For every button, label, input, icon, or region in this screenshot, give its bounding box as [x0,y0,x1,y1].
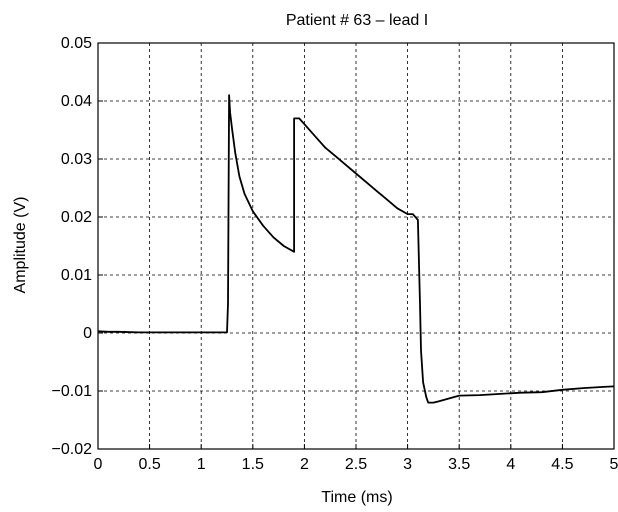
y-tick-label: 0.05 [61,35,92,52]
plot-area [97,94,615,404]
x-tick-label: 1 [197,456,206,473]
x-tick-label: 0 [94,456,103,473]
x-tick-label: 3 [403,456,412,473]
x-tick-label: 3.5 [448,456,470,473]
y-axis-label: Amplitude (V) [12,197,29,294]
x-tick-label: 2 [300,456,309,473]
chart-title: Patient # 63 – lead I [286,12,428,29]
x-tick-label: 4 [506,456,515,473]
y-tick-label: −0.01 [52,383,93,400]
series-line [97,94,615,404]
y-tick-label: −0.02 [52,441,93,458]
x-tick-label: 2.5 [345,456,367,473]
y-tick-label: 0.01 [61,267,92,284]
x-tick-label: 0.5 [138,456,160,473]
x-axis: 0 0.5 1 1.5 2 2.5 3 3.5 4 4.5 5 [94,444,618,473]
x-axis-label: Time (ms) [321,489,392,506]
y-tick-label: 0.02 [61,209,92,226]
y-axis: −0.02 −0.01 0 0.01 0.02 0.03 0.04 0.05 [52,35,103,458]
grid [97,42,615,450]
y-tick-label: 0 [83,325,92,342]
y-tick-label: 0.03 [61,151,92,168]
x-tick-label: 5 [610,456,618,473]
x-tick-label: 4.5 [551,456,573,473]
x-tick-label: 1.5 [242,456,264,473]
y-tick-label: 0.04 [61,93,92,110]
